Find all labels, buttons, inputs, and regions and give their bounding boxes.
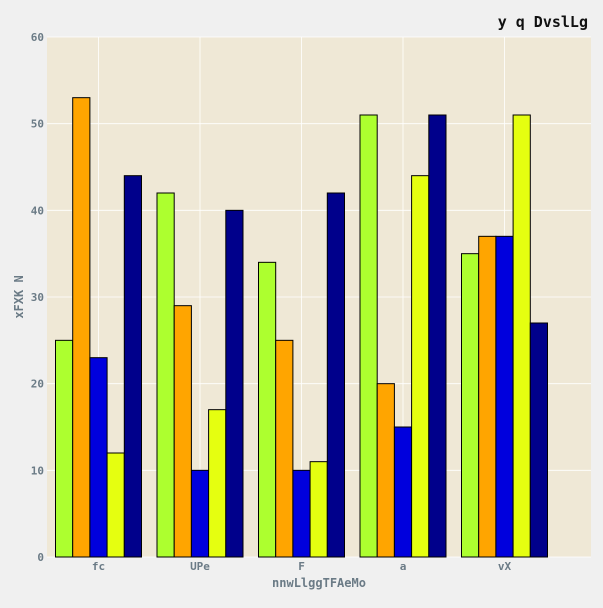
- bar-UPe-series-1: [156, 192, 175, 558]
- bar-vX-series-4: [512, 114, 531, 558]
- bar-F-series-4: [309, 461, 328, 558]
- bar-a-series-5: [428, 114, 447, 558]
- y-tick-label: 10: [31, 464, 44, 477]
- x-axis-label: nnwLlggTFAeMo: [272, 576, 366, 590]
- chart-title: y q DvslLg: [498, 13, 588, 31]
- y-tick-label: 50: [31, 118, 44, 131]
- x-tick-label: a: [400, 560, 407, 573]
- bar-UPe-series-4: [208, 409, 227, 558]
- bar-fc-series-5: [123, 175, 143, 558]
- y-tick-labels: 0 10 20 30 40 50 60: [31, 31, 44, 564]
- y-tick-label: 0: [37, 551, 44, 564]
- bar-vX-series-1: [461, 253, 480, 558]
- bar-F-series-2: [275, 339, 294, 558]
- bar-a-series-4: [411, 175, 430, 558]
- y-tick-label: 60: [31, 31, 44, 44]
- bar-fc-series-1: [55, 339, 74, 558]
- bar-UPe-series-5: [225, 209, 244, 558]
- x-tick-label: UPe: [190, 560, 210, 573]
- bar-fc-series-3: [89, 357, 108, 558]
- x-tick-label: vX: [498, 560, 512, 573]
- bar-fc-series-2: [72, 97, 91, 558]
- bar-vX-series-2: [478, 235, 497, 558]
- bar-a-series-1: [359, 114, 378, 558]
- bar-UPe-series-3: [190, 469, 210, 558]
- y-tick-label: 30: [31, 291, 44, 304]
- y-tick-label: 40: [31, 204, 44, 217]
- y-axis-label: xFXK N: [12, 275, 26, 318]
- bar-UPe-series-2: [173, 305, 192, 558]
- x-tick-label: F: [298, 560, 305, 573]
- bar-fc-series-4: [106, 452, 125, 558]
- bar-F-series-3: [292, 469, 311, 558]
- bar-vX-series-3: [495, 235, 514, 558]
- bar-F-series-5: [326, 192, 345, 558]
- bar-a-series-2: [376, 383, 395, 558]
- bar-a-series-3: [393, 426, 413, 558]
- bars: [55, 97, 548, 558]
- y-tick-label: 20: [31, 378, 44, 391]
- bar-F-series-1: [258, 261, 277, 558]
- bar-vX-series-5: [529, 322, 548, 558]
- x-tick-label: fc: [92, 560, 105, 573]
